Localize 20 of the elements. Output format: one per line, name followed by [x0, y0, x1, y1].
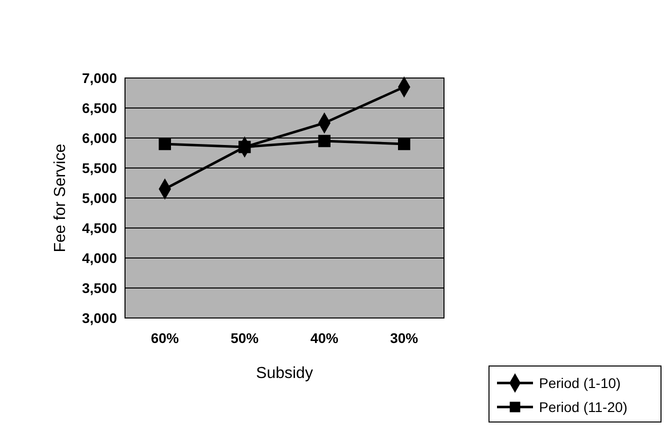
y-tick-label: 3,000 — [82, 310, 118, 326]
y-tick-label: 5,000 — [82, 190, 118, 206]
y-tick-label: 4,500 — [82, 220, 118, 236]
legend-label: Period (1-10) — [539, 374, 621, 391]
y-tick-label: 6,000 — [82, 130, 118, 146]
x-tick-label: 30% — [390, 330, 419, 346]
y-tick-label: 4,000 — [82, 250, 118, 266]
y-tick-label: 5,500 — [82, 160, 118, 176]
y-tick-label: 3,500 — [82, 280, 118, 296]
point — [158, 138, 171, 150]
x-tick-label: 40% — [310, 330, 339, 346]
x-axis-title: Subsidy — [256, 365, 313, 382]
y-tick-label: 6,500 — [82, 100, 118, 116]
point — [318, 134, 330, 148]
legend-label: Period (11-20) — [539, 398, 628, 415]
point — [398, 138, 410, 150]
x-tick-label: 50% — [230, 330, 260, 346]
x-tick-label: 60% — [150, 330, 180, 346]
y-tick-label: 7,000 — [82, 70, 118, 86]
y-axis-title: Fee for Service — [52, 144, 69, 252]
